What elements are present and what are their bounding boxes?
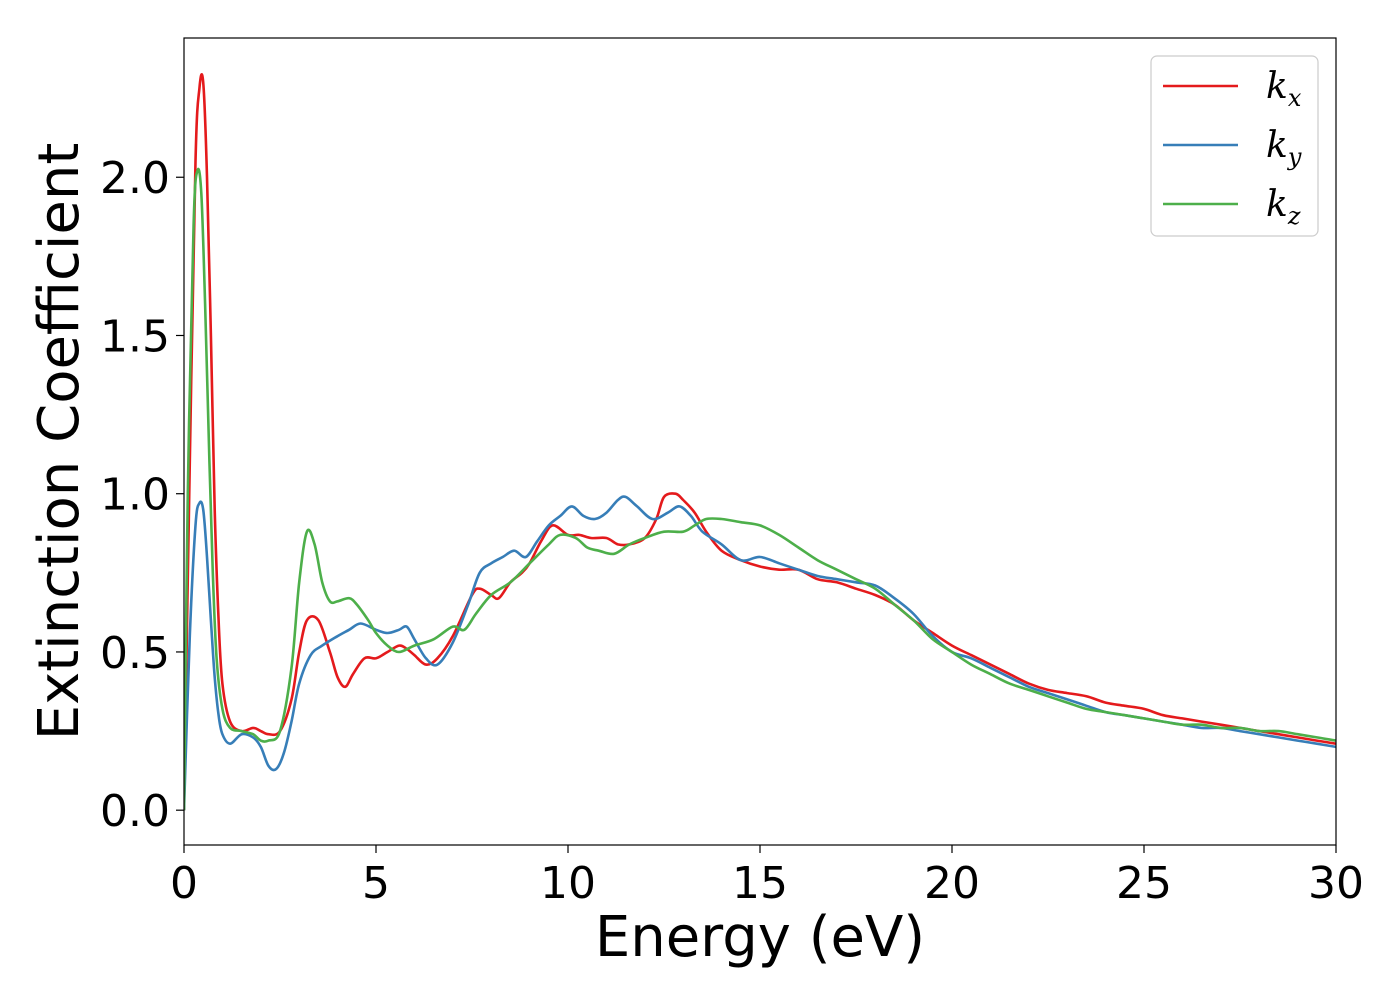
legend-label-base: k: [1266, 66, 1288, 107]
y-tick-label: 0.0: [100, 786, 170, 837]
y-axis: 0.0 0.5 1.0 1.5 2.0: [100, 153, 184, 837]
legend-label-subscript: z: [1287, 202, 1301, 230]
legend-label-subscript: y: [1287, 143, 1302, 171]
legend-label-ky: ky: [1266, 125, 1302, 171]
legend-label-base: k: [1266, 184, 1288, 225]
series-line-kz: [184, 167, 1336, 811]
x-tick-label: 25: [1116, 858, 1172, 909]
legend-label-subscript: x: [1288, 84, 1302, 112]
y-tick-label: 1.5: [100, 311, 170, 362]
series-line-ky: [184, 495, 1336, 811]
legend-label-kx: kx: [1266, 66, 1302, 112]
legend-label-base: k: [1266, 125, 1288, 166]
x-axis-label: Energy (eV): [595, 905, 925, 970]
legend-label-kz: kz: [1266, 184, 1301, 230]
y-tick-label: 1.0: [100, 470, 170, 521]
x-tick-label: 10: [540, 858, 596, 909]
series-layer: [184, 73, 1336, 811]
x-tick-label: 0: [170, 858, 198, 909]
x-tick-label: 15: [732, 858, 788, 909]
x-tick-label: 20: [924, 858, 980, 909]
y-tick-label: 0.5: [100, 628, 170, 679]
x-axis: 0 5 10 15 20 25 30: [170, 845, 1364, 909]
y-axis-label: Extinction Coefficient: [27, 143, 92, 741]
x-tick-label: 30: [1308, 858, 1364, 909]
y-tick-label: 2.0: [100, 153, 170, 204]
x-tick-label: 5: [362, 858, 390, 909]
